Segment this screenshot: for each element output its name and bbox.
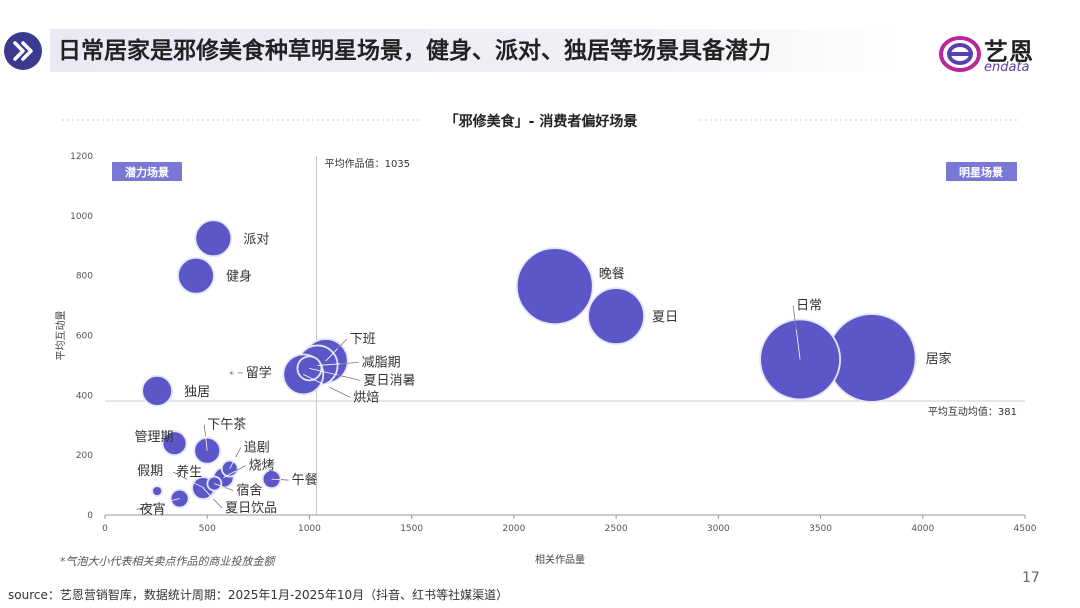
page-title: 日常居家是邪修美食种草明星场景，健身、派对、独居等场景具备潜力 bbox=[58, 38, 771, 64]
bubble-label: 下班 bbox=[350, 332, 376, 347]
double-chevron-right-icon bbox=[4, 32, 42, 70]
quadrant-tag-star: 明星场景 bbox=[959, 165, 1003, 179]
source-note: source：艺恩营销智库，数据统计周期：2025年1月-2025年10月（抖音… bbox=[8, 588, 509, 602]
y-tick-label: 800 bbox=[76, 272, 93, 282]
endata-logo-icon bbox=[939, 36, 981, 72]
x-tick-label: 4000 bbox=[911, 524, 934, 534]
x-tick-label: 2000 bbox=[502, 524, 525, 534]
bubble-label: 派对 bbox=[243, 232, 269, 247]
x-tick-label: 2500 bbox=[605, 524, 628, 534]
leader-line bbox=[213, 498, 223, 509]
bubble bbox=[515, 247, 594, 326]
bubble-label: 夏日 bbox=[652, 310, 678, 325]
bubble-label: 日常 bbox=[796, 298, 822, 313]
y-tick-label: 0 bbox=[87, 511, 93, 521]
bubble-label: 夜宵 bbox=[140, 502, 166, 518]
x-tick-label: 1000 bbox=[298, 524, 321, 534]
leader-line bbox=[235, 465, 246, 472]
bubble-label: 夏日饮品 bbox=[225, 501, 277, 516]
bubble-label: 宿舍 bbox=[236, 483, 262, 499]
mean-y-label: 平均互动均值：381 bbox=[928, 405, 1017, 418]
y-tick-label: 1200 bbox=[70, 152, 93, 162]
footnote: *气泡大小代表相关卖点作品的商业投放金额 bbox=[60, 555, 275, 568]
leader-line bbox=[340, 362, 359, 365]
bubble bbox=[194, 219, 233, 258]
quadrant-tag-box-left bbox=[112, 162, 182, 181]
leader-line bbox=[136, 504, 157, 510]
bubble bbox=[141, 374, 174, 407]
bubble-label: 独居 bbox=[184, 385, 210, 400]
y-tick-label: 400 bbox=[76, 391, 93, 401]
y-tick-label: 600 bbox=[76, 332, 93, 342]
bubble-label: 晚餐 bbox=[599, 266, 625, 282]
bubble-label: 减脂期 bbox=[362, 355, 401, 370]
bubble-label: 烘焙 bbox=[353, 390, 379, 405]
bubble-label: 居家 bbox=[926, 351, 952, 367]
bubble bbox=[177, 256, 215, 295]
leader-line bbox=[792, 305, 797, 330]
bubble-label: 烧烤 bbox=[249, 459, 275, 474]
bubble bbox=[587, 287, 646, 345]
y-tick-label: 200 bbox=[76, 451, 93, 461]
y-axis-label: 平均互动量 bbox=[55, 311, 67, 361]
x-tick-label: 0 bbox=[102, 524, 108, 534]
leader-line bbox=[172, 471, 188, 480]
bubble bbox=[161, 430, 188, 457]
page-number: 17 bbox=[1022, 570, 1040, 586]
logo-name: 艺恩 bbox=[984, 38, 1034, 66]
bubble-label: 留学 bbox=[246, 365, 272, 381]
leader-line bbox=[337, 338, 348, 350]
leader-line bbox=[203, 424, 206, 437]
bubble-label: 追剧 bbox=[244, 440, 270, 456]
bubble-label: 养生 bbox=[176, 464, 202, 480]
x-tick-label: 500 bbox=[199, 524, 216, 534]
bubble-label: 健身 bbox=[226, 269, 252, 285]
y-tick-label: 1000 bbox=[70, 212, 93, 222]
x-axis-label: 相关作品量 bbox=[535, 553, 585, 566]
x-tick-label: 4500 bbox=[1014, 524, 1037, 534]
bubble-label: 管理期 bbox=[135, 430, 174, 445]
x-tick-label: 3000 bbox=[707, 524, 730, 534]
leader-line bbox=[235, 447, 242, 458]
x-tick-label: 1500 bbox=[400, 524, 423, 534]
bubble-label: 下午茶 bbox=[207, 417, 246, 433]
logo: 艺恩 endata bbox=[938, 34, 1058, 78]
bubble-label: 午餐 bbox=[292, 472, 318, 488]
header-bar bbox=[50, 29, 896, 72]
quadrant-tag-box-right bbox=[946, 162, 1017, 181]
quadrant-tag-potential: 潜力场景 bbox=[125, 165, 169, 179]
bubble-label: 夏日消暑 bbox=[363, 373, 415, 388]
bubble-label: 假期 bbox=[137, 464, 163, 479]
leader-line bbox=[337, 374, 361, 381]
x-tick-label: 3500 bbox=[809, 524, 832, 534]
chart-title: 「邪修美食」- 消费者偏好场景 bbox=[445, 113, 638, 130]
bubble bbox=[151, 485, 164, 497]
leader-line bbox=[329, 386, 351, 398]
mean-x-label: 平均作品值：1035 bbox=[325, 157, 410, 170]
leader-line bbox=[224, 487, 234, 491]
logo-sub: endata bbox=[984, 60, 1030, 75]
